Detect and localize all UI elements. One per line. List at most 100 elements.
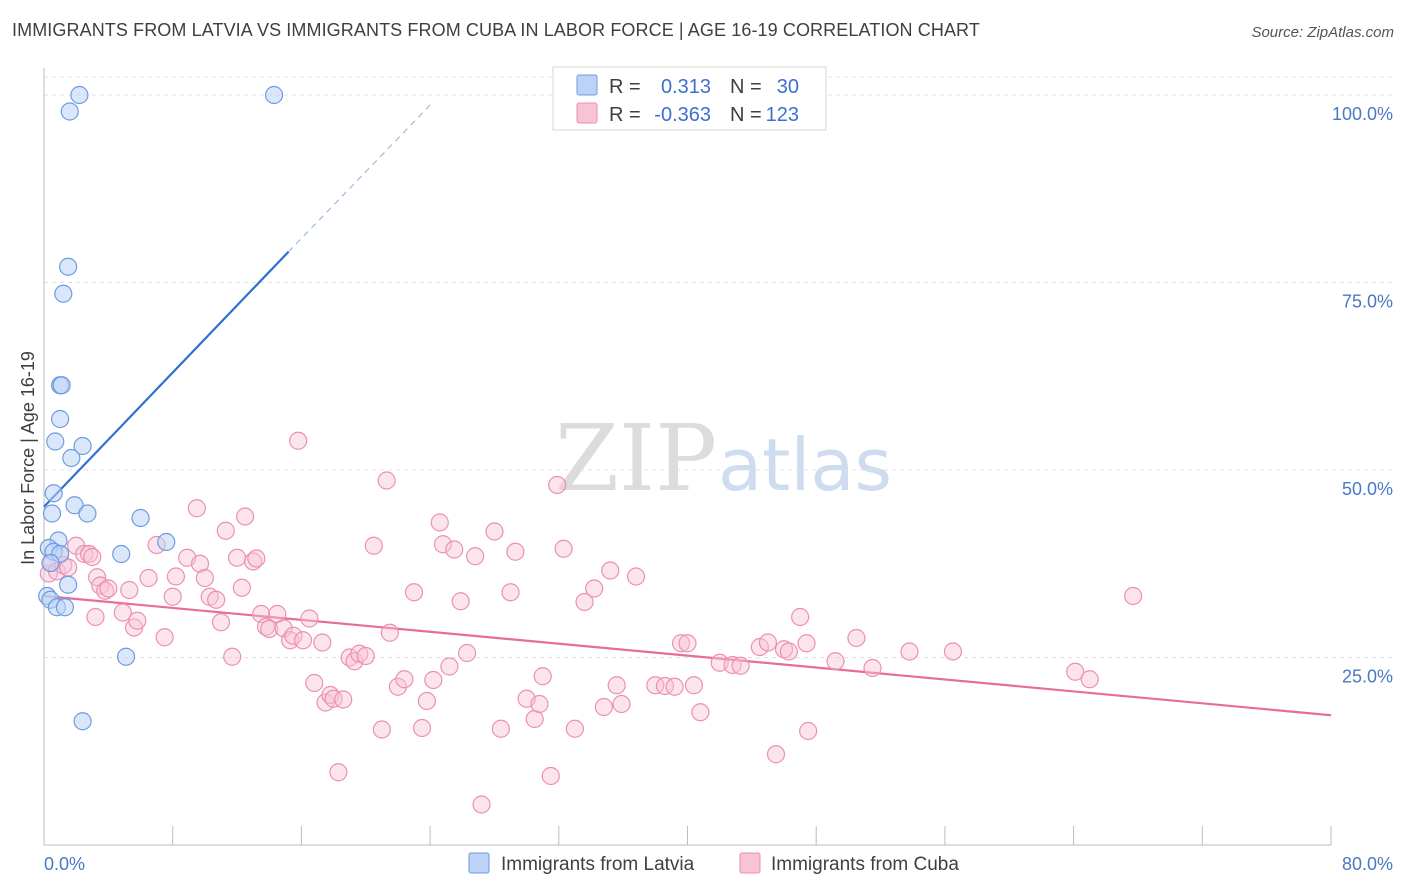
point-cuba [1080,670,1099,689]
point-cuba [826,652,845,671]
bottom-legend-label-latvia: Immigrants from Latvia [501,854,695,875]
point-cuba [244,552,263,571]
point-latvia [73,712,92,731]
source-credit: Source: ZipAtlas.com [1251,24,1394,41]
point-cuba [671,634,691,653]
x-tick-label-min: 0.0% [44,854,85,874]
point-cuba [324,689,343,708]
legend-n-value-latvia: 30 [777,76,799,98]
stats-legend: R = 0.313 N = 30 R = -0.363 N = 123 [552,66,827,131]
point-latvia [60,102,79,121]
point-cuba [227,548,247,567]
point-latvia [44,484,63,503]
trend-latvia-dashed [288,101,434,253]
point-latvia [131,508,150,528]
trend-line-cuba [43,594,1332,717]
point-latvia [62,448,81,468]
point-cuba [139,568,158,588]
chart-title: IMMIGRANTS FROM LATVIA VS IMMIGRANTS FRO… [12,20,980,40]
point-cuba [491,719,510,738]
point-cuba [232,578,251,597]
point-cuba [451,592,470,611]
legend-r-value-latvia: 0.313 [661,76,711,98]
point-cuba [791,607,810,627]
point-cuba [83,547,102,567]
point-cuba [86,607,105,627]
point-latvia [73,436,92,456]
point-cuba [797,634,816,653]
point-latvia [42,504,62,523]
point-cuba [863,658,882,678]
point-cuba [211,613,231,632]
y-axis-label: In Labor Force | Age 16-19 [18,351,38,565]
point-cuba [190,554,210,573]
point-cuba [530,694,549,714]
legend-swatch-cuba [576,102,598,124]
point-cuba [655,676,675,696]
legend-n-value-cuba: 123 [766,104,799,126]
point-latvia [65,496,84,515]
point-latvia [59,575,78,594]
point-cuba [684,676,704,695]
trend-latvia-solid [43,250,290,508]
y-tick-label: 75.0% [1342,292,1393,312]
point-latvia [78,504,97,523]
point-cuba [626,567,646,586]
point-cuba [433,535,453,554]
point-cuba [575,592,594,612]
bottom-legend-swatch-latvia [468,852,490,874]
point-cuba [1124,586,1143,606]
trend-line-latvia [43,101,434,508]
point-cuba [256,617,276,636]
point-cuba [235,507,255,526]
point-cuba [334,690,353,709]
point-cuba [691,703,710,722]
point-cuba [678,634,697,653]
point-cuba [533,667,552,686]
point-cuba [216,521,235,540]
point-latvia [52,376,71,395]
point-cuba [646,676,665,695]
legend-swatch-latvia [576,74,598,96]
point-cuba [395,670,414,689]
point-cuba [195,568,214,588]
point-cuba [313,633,332,652]
y-tick-label: 25.0% [1342,667,1393,687]
point-cuba [779,642,798,661]
point-cuba [612,694,631,714]
point-cuba [166,567,186,586]
point-cuba [847,628,866,648]
point-cuba [430,513,449,532]
point-latvia [264,85,284,105]
point-cuba [766,745,786,764]
point-cuba [163,587,182,606]
point-cuba [289,431,308,450]
tick-labels: 25.0% 50.0% 75.0% 100.0% 0.0% 80.0% [44,104,1393,874]
point-cuba [472,795,491,814]
legend-n-label-cuba: N = [730,104,762,126]
point-cuba [445,540,464,559]
point-cuba [155,628,174,647]
point-cuba [585,579,604,598]
point-cuba [440,657,459,676]
point-cuba [300,609,319,628]
point-cuba [380,623,399,642]
point-cuba [758,633,778,652]
point-cuba [377,471,396,490]
point-cuba [458,643,477,663]
trend-cuba-solid [43,594,1332,717]
legend-r-label-latvia: R = [609,76,641,98]
series-legend: Immigrants from Latvia Immigrants from C… [468,852,959,875]
point-cuba [404,583,424,602]
point-latvia [112,544,131,564]
point-latvia [54,284,73,303]
axes [43,68,1332,846]
point-cuba [247,549,266,568]
point-cuba [207,590,226,609]
point-cuba [565,719,584,738]
point-cuba [113,603,132,622]
point-cuba [943,642,963,661]
point-cuba [665,677,684,696]
point-cuba [372,720,391,739]
point-cuba [525,709,544,729]
